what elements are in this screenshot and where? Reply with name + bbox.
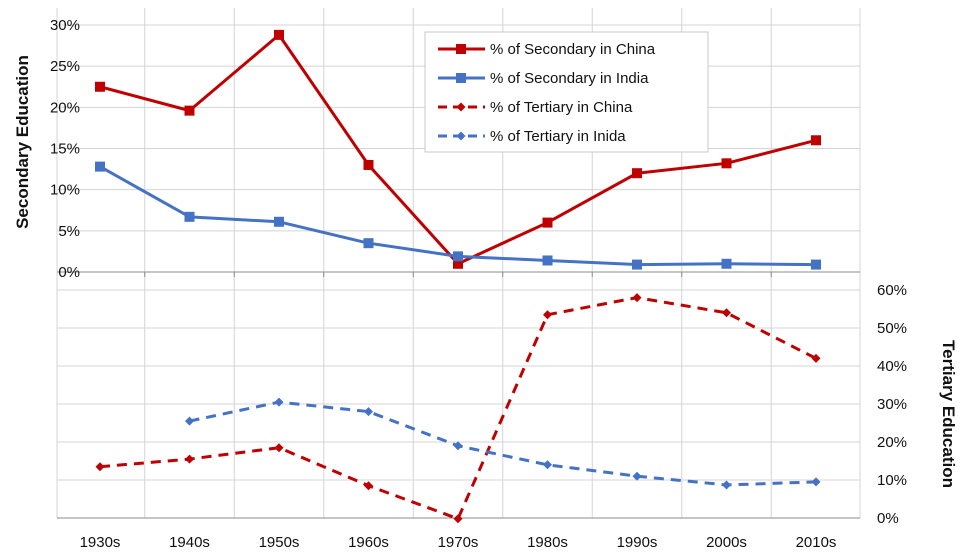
legend-entry: % of Tertiary in China — [438, 99, 633, 116]
legend: % of Secondary in China % of Secondary in… — [424, 31, 709, 153]
data-point — [632, 471, 642, 481]
data-point — [184, 105, 195, 116]
legend-label: % of Tertiary in Inida — [490, 128, 626, 145]
legend-label: % of Tertiary in China — [490, 99, 633, 116]
data-point — [185, 416, 194, 426]
series-line — [99, 296, 817, 521]
data-point — [95, 462, 105, 472]
data-point — [722, 480, 731, 490]
left-tick-label: 15% — [50, 141, 80, 158]
gridlines — [56, 8, 861, 519]
data-point — [453, 514, 463, 524]
series--of-secondary-in-china — [95, 29, 821, 269]
right-tick-label: 40% — [877, 358, 907, 375]
legend-label: % of Secondary in China — [490, 41, 656, 58]
x-tick-label: 2000s — [706, 534, 747, 551]
x-tick-label: 1960s — [348, 534, 389, 551]
data-point — [363, 159, 374, 170]
series-line — [189, 400, 817, 487]
data-point — [274, 443, 284, 453]
legend-swatch-marker — [456, 73, 466, 83]
legend-entry: % of Secondary in India — [438, 70, 649, 87]
data-point — [632, 168, 642, 179]
data-point — [721, 258, 732, 269]
data-point — [274, 216, 284, 227]
data-point — [274, 397, 284, 407]
right-tick-label: 60% — [877, 282, 907, 299]
data-point — [184, 211, 195, 222]
data-point — [722, 308, 731, 318]
data-point — [542, 217, 553, 228]
data-point — [453, 441, 463, 451]
series--of-secondary-in-india — [95, 161, 821, 270]
legend-swatch-marker — [456, 102, 466, 112]
right-tick-label: 50% — [877, 320, 907, 337]
x-tick-label: 1990s — [617, 534, 658, 551]
x-tick-label: 1950s — [259, 534, 300, 551]
series-layer — [95, 29, 821, 524]
right-axis-title: Tertiary Education — [939, 340, 958, 488]
left-tick-label: 25% — [50, 58, 80, 75]
tick-labels: 0% 5% 10% 15% 20% 25% 30% 0% 10% 20% 30% 40% 50% 60% 1… — [50, 17, 907, 551]
x-tick-label: 1980s — [527, 534, 568, 551]
right-tick-label: 0% — [877, 510, 899, 527]
right-tick-label: 10% — [877, 472, 907, 489]
data-point — [453, 258, 463, 269]
data-point — [811, 477, 821, 487]
x-tick-label: 2010s — [796, 534, 837, 551]
data-point — [811, 353, 821, 363]
legend-box — [424, 31, 709, 153]
data-point — [542, 255, 553, 266]
left-tick-label: 5% — [58, 223, 80, 240]
data-point — [811, 259, 821, 270]
legend-swatch-marker — [456, 131, 466, 141]
data-point — [721, 158, 732, 169]
series-line — [99, 165, 817, 267]
series--of-tertiary-in-inida — [185, 397, 821, 490]
data-point — [453, 251, 463, 262]
data-point — [364, 481, 373, 491]
data-point — [363, 238, 374, 249]
x-tick-label: 1930s — [80, 534, 121, 551]
x-tick-label: 1940s — [169, 534, 210, 551]
legend-swatch-marker — [456, 44, 466, 54]
series--of-tertiary-in-china — [95, 293, 821, 524]
x-tick-label: 1970s — [438, 534, 479, 551]
data-point — [95, 81, 105, 92]
legend-entry: % of Secondary in China — [438, 41, 656, 58]
right-tick-label: 20% — [877, 434, 907, 451]
data-point — [543, 460, 552, 470]
data-point — [543, 310, 552, 320]
right-tick-label: 30% — [877, 396, 907, 413]
data-point — [95, 161, 105, 172]
left-tick-label: 10% — [50, 182, 80, 199]
data-point — [364, 407, 373, 417]
legend-entry: % of Tertiary in Inida — [438, 128, 626, 145]
left-tick-label: 20% — [50, 99, 80, 116]
data-point — [185, 454, 194, 464]
left-tick-label: 0% — [58, 264, 80, 281]
data-point — [811, 135, 821, 146]
data-point — [632, 259, 642, 270]
left-tick-label: 30% — [50, 17, 80, 34]
legend-label: % of Secondary in India — [490, 70, 649, 87]
data-point — [632, 293, 642, 303]
left-axis-title: Secondary Education — [13, 55, 32, 229]
data-point — [274, 29, 284, 40]
